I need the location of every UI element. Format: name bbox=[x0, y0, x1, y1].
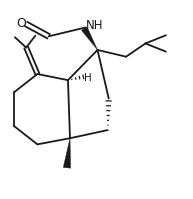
Text: O: O bbox=[16, 17, 26, 30]
Text: H: H bbox=[85, 73, 92, 83]
Polygon shape bbox=[81, 27, 97, 50]
Text: NH: NH bbox=[86, 20, 104, 32]
Polygon shape bbox=[63, 138, 71, 168]
